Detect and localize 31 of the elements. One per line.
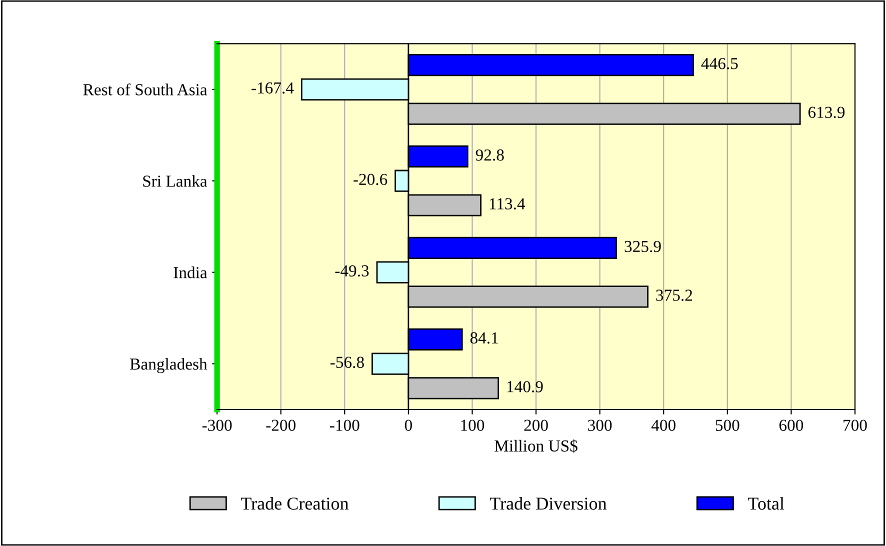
y-tick-label: Bangladesh bbox=[130, 358, 208, 374]
data-label: 84.1 bbox=[470, 332, 498, 344]
x-tick-label: 100 bbox=[461, 420, 484, 431]
x-tick-label: 600 bbox=[779, 420, 804, 431]
x-tick-label: -100 bbox=[330, 420, 360, 431]
data-label: 140.9 bbox=[507, 381, 543, 392]
x-tick-label: 700 bbox=[844, 420, 867, 431]
legend-label: Trade Diversion bbox=[490, 496, 607, 510]
x-tick-label: 200 bbox=[524, 420, 548, 431]
data-label: 325.9 bbox=[624, 240, 661, 252]
y-tick-label: Rest of South Asia bbox=[83, 83, 208, 96]
data-label: -49.3 bbox=[335, 265, 369, 277]
data-label: 446.5 bbox=[701, 58, 738, 70]
x-tick-label: 400 bbox=[651, 420, 676, 431]
data-label: -56.8 bbox=[330, 356, 364, 368]
y-tick-label: Sri Lanka bbox=[143, 175, 208, 187]
x-tick-label: -200 bbox=[266, 420, 296, 431]
x-tick-label: -300 bbox=[202, 420, 232, 431]
data-label: -20.6 bbox=[354, 174, 388, 186]
data-label: 375.2 bbox=[656, 290, 692, 301]
data-label: -167.4 bbox=[252, 82, 294, 94]
x-tick-label: 0 bbox=[404, 420, 412, 431]
data-label: 613.9 bbox=[808, 106, 845, 118]
legend-label: Trade Creation bbox=[240, 496, 349, 510]
legend-label: Total bbox=[748, 496, 784, 510]
data-label: 113.4 bbox=[490, 198, 526, 210]
y-tick-label: India bbox=[174, 266, 208, 278]
data-label: 92.8 bbox=[476, 149, 504, 161]
x-tick-label: 500 bbox=[716, 420, 740, 431]
x-axis-title: Million US$ bbox=[494, 439, 578, 453]
x-tick-label: 300 bbox=[588, 420, 612, 431]
